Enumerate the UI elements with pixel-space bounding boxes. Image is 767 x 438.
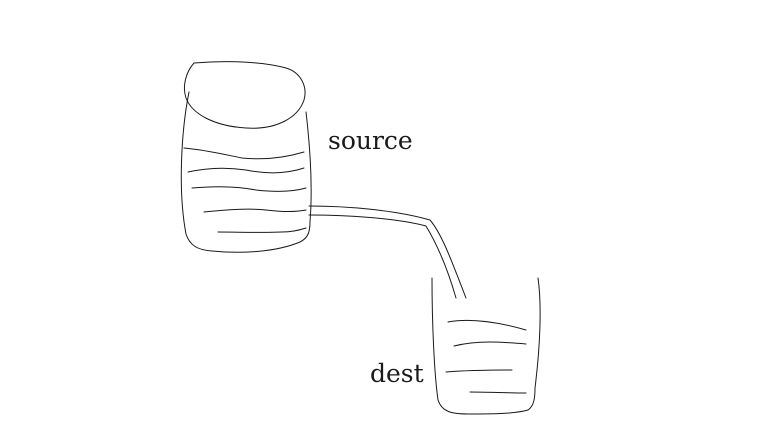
source-body-right: [305, 111, 312, 223]
dest-liquid-line-3: [445, 369, 513, 373]
tube-lower-edge: [308, 214, 457, 299]
source-container: [180, 61, 312, 253]
tube-upper-edge: [308, 205, 467, 299]
dest-liquid-line-4: [469, 391, 527, 394]
transfer-tube: [308, 205, 467, 299]
source-label: source: [328, 126, 413, 155]
dest-liquid-line-2: [453, 341, 527, 347]
dest-cup-left: [431, 277, 469, 415]
source-body-bottom: [211, 221, 311, 253]
source-body-left: [180, 91, 213, 252]
source-cap: [183, 61, 306, 129]
dest-cup-bottom: [467, 387, 536, 415]
dest-label: dest: [370, 359, 424, 388]
dest-container: [431, 277, 541, 415]
source-liquid-line-5: [217, 227, 307, 233]
dest-liquid-line-1: [447, 319, 527, 331]
dest-cup-right: [534, 277, 541, 389]
source-liquid-line-1: [183, 147, 305, 160]
source-liquid-line-4: [203, 208, 307, 213]
source-liquid-line-2: [187, 167, 305, 174]
source-liquid-line-3: [191, 186, 307, 192]
